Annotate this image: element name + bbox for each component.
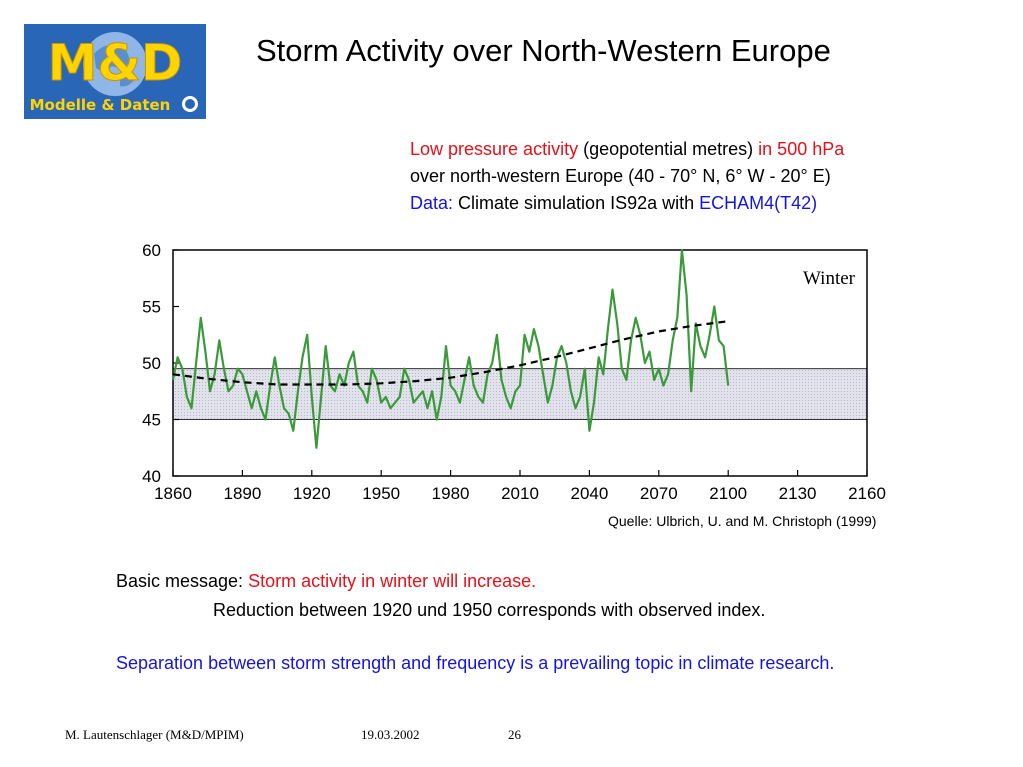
footer-date: 19.03.2002	[361, 727, 420, 742]
winter-annotation: Winter	[803, 268, 856, 289]
x-tick-label: 2010	[501, 484, 539, 503]
x-tick-label: 1950	[362, 484, 400, 503]
x-tick-label: 1920	[293, 484, 331, 503]
x-tick-label: 2040	[570, 484, 608, 503]
x-tick-label: 1890	[223, 484, 261, 503]
desc-red-b: in 500 hPa	[758, 139, 845, 159]
y-tick-label: 50	[142, 354, 161, 373]
footer-page-number: 26	[508, 727, 521, 742]
x-tick-label: 2100	[709, 484, 747, 503]
desc-data-label: Data:	[410, 193, 454, 213]
chart-description: Low pressure activity (geopotential metr…	[410, 136, 844, 217]
desc-simulation: Climate simulation IS92a with	[453, 193, 700, 213]
plot-frame	[172, 249, 868, 477]
desc-black-a: (geopotential metres)	[578, 139, 759, 159]
basic-message-label: Basic message:	[116, 571, 249, 591]
basic-message: Basic message: Storm activity in winter …	[116, 567, 536, 596]
x-tick-label: 1980	[432, 484, 470, 503]
x-tick-label: 2130	[779, 484, 817, 503]
y-tick-label: 45	[142, 411, 161, 430]
x-tick-label: 1860	[154, 484, 192, 503]
desc-region: over north-western Europe (40 - 70° N, 6…	[410, 166, 831, 186]
source-citation: Quelle: Ulbrich, U. and M. Christoph (19…	[608, 513, 877, 529]
desc-red-a: Low pressure activity	[410, 139, 579, 159]
x-tick-label: 2160	[848, 484, 886, 503]
trend-series-line	[172, 320, 729, 386]
logo-text: M&D	[48, 34, 183, 92]
logo: M&D Modelle & Daten	[24, 24, 206, 119]
reduction-note: Reduction between 1920 und 1950 correspo…	[213, 600, 766, 620]
logo-subtitle: Modelle & Daten	[30, 96, 171, 114]
simulation-series-line	[171, 248, 730, 449]
separation-note: Separation between storm strength and fr…	[116, 653, 835, 673]
y-tick-label: 40	[142, 467, 161, 486]
footer-author: M. Lautenschlager (M&D/MPIM)	[65, 727, 244, 742]
y-tick-label: 60	[142, 241, 161, 260]
desc-model: ECHAM4(T42)	[699, 193, 818, 213]
x-tick-label: 2070	[640, 484, 678, 503]
storm-activity-chart: 40 45 50 55 60 1860 1890 1920 1950 1980 2010 2040 20…	[130, 238, 900, 518]
basic-message-highlight: Storm activity in winter will increase.	[248, 571, 537, 591]
slide-title: Storm Activity over North-Western Europe	[256, 33, 831, 68]
y-tick-label: 55	[142, 298, 161, 317]
